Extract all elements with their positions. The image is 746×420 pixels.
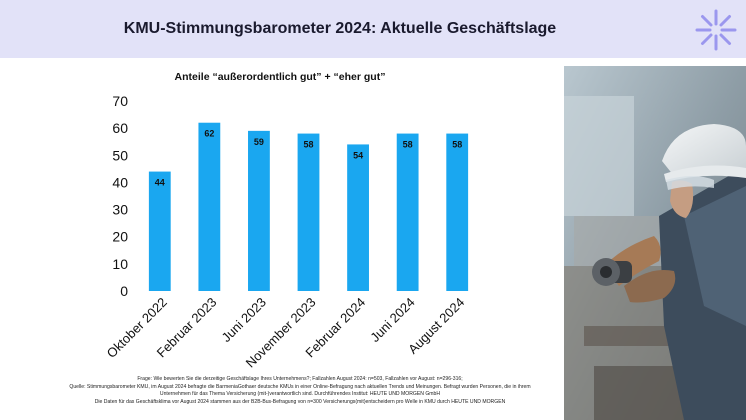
bar <box>148 171 171 291</box>
footnote-institute: Unternehmen für das Thema Versicherung (… <box>159 391 441 398</box>
worker-photo <box>564 66 746 420</box>
header-bar: KMU-Stimmungsbarometer 2024: Aktuelle Ge… <box>0 0 746 58</box>
y-tick-label: 20 <box>112 229 128 245</box>
data-label: 58 <box>303 140 313 150</box>
y-tick-label: 30 <box>112 202 128 218</box>
bar <box>347 144 369 291</box>
page-title: KMU-Stimmungsbarometer 2024: Aktuelle Ge… <box>123 20 557 37</box>
bar <box>297 133 320 291</box>
x-tick-label: Juni 2024 <box>367 295 417 345</box>
y-tick-label: 60 <box>112 120 128 136</box>
data-label: 59 <box>254 137 264 147</box>
footnotes: Frage: Wie bewerten Sie die derzeitige G… <box>40 376 560 406</box>
data-label: 58 <box>403 140 413 150</box>
bar <box>198 122 221 291</box>
bar <box>446 133 469 291</box>
y-tick-label: 40 <box>112 174 128 190</box>
bar <box>396 133 419 291</box>
y-tick-label: 0 <box>120 283 128 299</box>
x-tick-label: Juni 2023 <box>219 295 269 345</box>
footnote-data-note: Die Daten für das Geschäftsklima vor Aug… <box>94 398 506 405</box>
chart-title: Anteile “außerordentlich gut” + “eher gu… <box>175 71 386 83</box>
data-label: 62 <box>204 129 214 139</box>
bar-chart: Anteile “außerordentlich gut” + “eher gu… <box>0 58 560 371</box>
footnote-source: Quelle: Stimmungsbarometer KMU, im Augus… <box>69 383 531 390</box>
data-label: 58 <box>452 140 462 150</box>
y-tick-label: 50 <box>112 147 128 163</box>
footnote-question: Frage: Wie bewerten Sie die derzeitige G… <box>137 376 463 382</box>
data-label: 44 <box>155 178 165 188</box>
y-tick-label: 10 <box>112 256 128 272</box>
y-tick-label: 70 <box>112 93 128 109</box>
sparkle-logo-icon <box>695 9 737 51</box>
data-label: 54 <box>353 150 363 160</box>
bar <box>248 130 270 291</box>
